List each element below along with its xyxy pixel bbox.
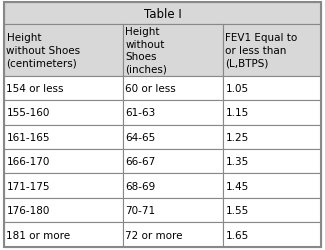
Text: 176-180: 176-180 [6,206,50,216]
Bar [4,125,123,150]
Bar [123,100,223,125]
Text: 171-175: 171-175 [6,181,50,191]
Text: 1.35: 1.35 [225,156,249,166]
Text: 1.45: 1.45 [225,181,249,191]
Text: 70-71: 70-71 [125,206,156,216]
Bar [4,76,123,100]
Bar [223,25,321,76]
Bar [123,174,223,198]
Bar [4,150,123,174]
Text: 1.55: 1.55 [225,206,249,216]
Text: 64-65: 64-65 [125,132,156,142]
Text: 60 or less: 60 or less [125,84,176,94]
Bar [123,25,223,76]
Text: 154 or less: 154 or less [6,84,64,94]
Text: 1.25: 1.25 [225,132,249,142]
Text: Height
without Shoes
(centimeters): Height without Shoes (centimeters) [6,33,81,68]
Text: 68-69: 68-69 [125,181,156,191]
Bar [123,76,223,100]
Bar [4,198,123,222]
Text: 1.05: 1.05 [225,84,249,94]
Bar [223,174,321,198]
Bar [223,76,321,100]
Bar [123,150,223,174]
Bar [4,174,123,198]
Bar [4,100,123,125]
Bar [4,3,321,25]
Text: 161-165: 161-165 [6,132,50,142]
Text: 166-170: 166-170 [6,156,50,166]
Bar [223,222,321,247]
Text: 66-67: 66-67 [125,156,156,166]
Text: 1.15: 1.15 [225,108,249,118]
Bar [123,125,223,150]
Text: 72 or more: 72 or more [125,230,183,240]
Text: 181 or more: 181 or more [6,230,71,240]
Bar [223,125,321,150]
Bar [223,150,321,174]
Text: FEV1 Equal to
or less than
(L,BTPS): FEV1 Equal to or less than (L,BTPS) [225,33,298,68]
Bar [223,198,321,222]
Bar [123,198,223,222]
Bar [4,222,123,247]
Text: 1.65: 1.65 [225,230,249,240]
Bar [223,100,321,125]
Text: 155-160: 155-160 [6,108,50,118]
Text: Table I: Table I [144,8,181,20]
Bar [4,25,123,76]
Text: Height
without
Shoes
(inches): Height without Shoes (inches) [125,27,167,74]
Bar [123,222,223,247]
Text: 61-63: 61-63 [125,108,156,118]
